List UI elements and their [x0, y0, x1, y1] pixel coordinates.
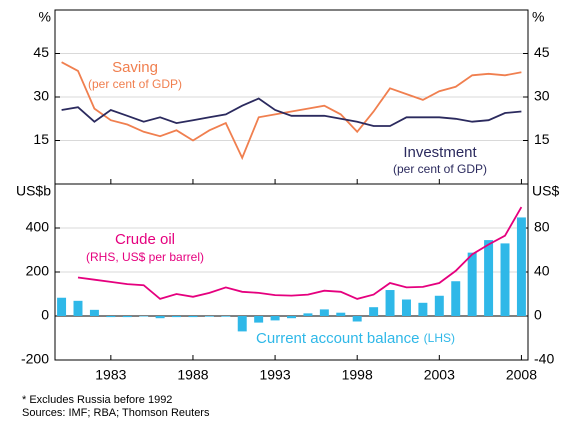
bar — [139, 316, 149, 317]
x-tick-label: 1993 — [259, 367, 290, 383]
series-line — [77, 206, 523, 300]
x-tick-label: 1983 — [95, 367, 126, 383]
bar — [434, 295, 444, 316]
x-tick-label: 1998 — [342, 367, 373, 383]
y2-tick-label: 0 — [534, 307, 542, 323]
y-tick-label: 200 — [26, 263, 50, 279]
bar — [484, 240, 494, 316]
bar — [73, 300, 83, 316]
y2-tick-label: -40 — [534, 351, 554, 367]
bar — [89, 309, 99, 316]
bar — [352, 316, 362, 322]
bar — [57, 297, 67, 316]
series-name: Current account balance — [256, 330, 419, 347]
bar — [188, 316, 198, 318]
series-label: Investment — [403, 144, 477, 161]
bar — [451, 281, 461, 316]
y2-tick-label: 30 — [534, 88, 550, 104]
bar — [204, 316, 214, 317]
panel-frame — [54, 183, 529, 361]
y2-tick-label: 45 — [534, 44, 550, 60]
series-label: Saving — [112, 59, 158, 76]
y2-tick-label: 80 — [534, 219, 550, 235]
y-tick-label: 30 — [33, 88, 49, 104]
y2-unit: US$ — [532, 183, 559, 199]
y2-unit: % — [532, 9, 544, 25]
series-line — [61, 97, 522, 127]
bar — [336, 312, 346, 316]
bar — [516, 217, 526, 316]
bar — [385, 290, 395, 316]
y-tick-label: 0 — [41, 307, 49, 323]
sources: Sources: IMF; RBA; Thomson Reuters — [22, 407, 210, 419]
series-sublabel: (RHS, US$ per barrel) — [86, 250, 204, 264]
bar — [254, 316, 264, 323]
series-sublabel: (LHS) — [424, 331, 455, 345]
y-tick-label: 15 — [33, 131, 49, 147]
bar — [122, 316, 132, 318]
series-label: Crude oil — [115, 231, 175, 248]
bar — [155, 316, 165, 319]
x-tick-label: 2008 — [506, 367, 537, 383]
y-tick-label: 400 — [26, 219, 50, 235]
bar — [106, 316, 116, 318]
series-sublabel: (per cent of GDP) — [88, 77, 182, 91]
bar — [467, 252, 477, 316]
bar — [237, 316, 247, 332]
y-tick-label: 45 — [33, 44, 49, 60]
x-tick-label: 2003 — [424, 367, 455, 383]
y-unit: % — [39, 9, 51, 25]
bar — [418, 302, 428, 316]
footnote: * Excludes Russia before 1992 — [22, 394, 172, 406]
bar — [270, 316, 280, 321]
x-tick-label: 1988 — [177, 367, 208, 383]
bar — [500, 243, 510, 316]
bar — [401, 299, 411, 316]
bar — [369, 307, 379, 316]
y2-tick-label: 15 — [534, 131, 550, 147]
y-unit: US$b — [16, 183, 51, 199]
series-label: Current account balance (LHS) — [256, 330, 455, 347]
bar — [221, 316, 231, 317]
bar — [319, 309, 329, 316]
bar — [287, 316, 296, 319]
series-sublabel: (per cent of GDP) — [393, 162, 487, 176]
bar — [172, 316, 182, 318]
y2-tick-label: 40 — [534, 263, 550, 279]
series-line — [61, 61, 522, 161]
y-tick-label: -200 — [21, 351, 49, 367]
bar — [303, 313, 313, 316]
